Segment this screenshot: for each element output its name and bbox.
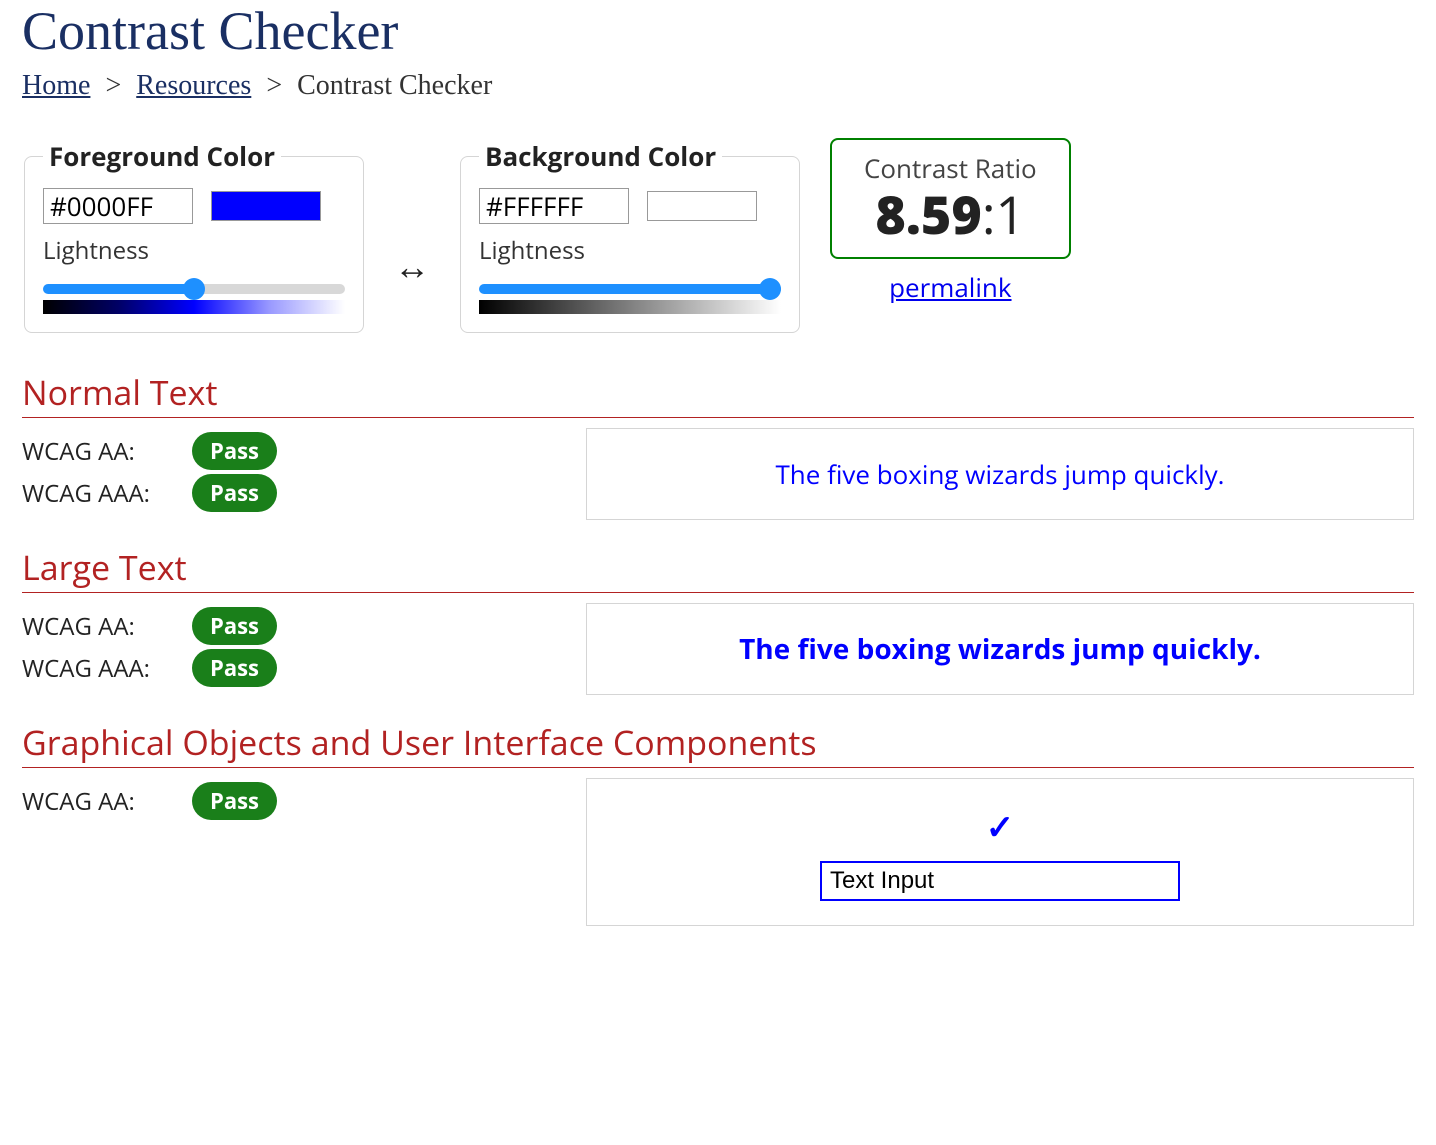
background-legend: Background Color (479, 138, 722, 174)
large-aa-badge: Pass (192, 607, 277, 645)
breadcrumb-home[interactable]: Home (22, 70, 90, 101)
section-divider (22, 592, 1414, 593)
large-text-sample-text: The five boxing wizards jump quickly. (739, 630, 1261, 668)
foreground-hex-input[interactable] (43, 188, 193, 224)
ui-components-heading: Graphical Objects and User Interface Com… (22, 719, 1414, 765)
background-lightness-slider[interactable] (479, 284, 781, 294)
normal-aaa-badge: Pass (192, 474, 277, 512)
normal-text-heading: Normal Text (22, 369, 1414, 415)
large-text-heading: Large Text (22, 544, 1414, 590)
background-gradient-strip (479, 300, 781, 314)
foreground-lightness-slider[interactable] (43, 284, 345, 294)
ui-sample-text-input[interactable] (820, 861, 1180, 901)
background-hex-input[interactable] (479, 188, 629, 224)
color-controls-row: Foreground Color Lightness ↔ Background … (22, 138, 1414, 333)
permalink[interactable]: permalink (889, 269, 1011, 305)
breadcrumb-separator: > (266, 70, 282, 101)
swap-colors-button[interactable]: ↔ (394, 241, 430, 290)
breadcrumb-resources[interactable]: Resources (136, 70, 251, 101)
section-divider (22, 417, 1414, 418)
ui-aa-label: WCAG AA: (22, 785, 172, 818)
large-text-row: WCAG AA: Pass WCAG AAA: Pass The five bo… (22, 603, 1414, 695)
normal-aa-badge: Pass (192, 432, 277, 470)
ui-sample-box: ✓ (586, 778, 1414, 926)
background-fieldset: Background Color Lightness (460, 138, 800, 333)
foreground-gradient-strip (43, 300, 345, 314)
normal-aa-label: WCAG AA: (22, 435, 172, 468)
check-icon: ✓ (986, 803, 1015, 849)
ratio-column: Contrast Ratio 8.59:1 permalink (830, 138, 1071, 305)
foreground-swatch[interactable] (211, 191, 321, 221)
normal-text-row: WCAG AA: Pass WCAG AAA: Pass The five bo… (22, 428, 1414, 520)
background-lightness-label: Lightness (479, 234, 781, 267)
contrast-ratio-value: 8.59:1 (864, 186, 1037, 243)
breadcrumb-current: Contrast Checker (297, 70, 492, 101)
normal-aaa-label: WCAG AAA: (22, 477, 172, 510)
background-swatch[interactable] (647, 191, 757, 221)
normal-text-sample[interactable]: The five boxing wizards jump quickly. (586, 428, 1414, 520)
large-aaa-label: WCAG AAA: (22, 652, 172, 685)
large-aaa-badge: Pass (192, 649, 277, 687)
normal-text-sample-text: The five boxing wizards jump quickly. (775, 456, 1224, 492)
ui-aa-badge: Pass (192, 782, 277, 820)
breadcrumb-separator: > (105, 70, 121, 101)
foreground-lightness-label: Lightness (43, 234, 345, 267)
foreground-legend: Foreground Color (43, 138, 281, 174)
foreground-fieldset: Foreground Color Lightness (24, 138, 364, 333)
breadcrumb: Home > Resources > Contrast Checker (22, 70, 1414, 102)
large-text-sample[interactable]: The five boxing wizards jump quickly. (586, 603, 1414, 695)
section-divider (22, 767, 1414, 768)
page-title: Contrast Checker (22, 0, 1414, 62)
large-aa-label: WCAG AA: (22, 610, 172, 643)
contrast-ratio-box: Contrast Ratio 8.59:1 (830, 138, 1071, 259)
ui-components-row: WCAG AA: Pass ✓ (22, 778, 1414, 926)
